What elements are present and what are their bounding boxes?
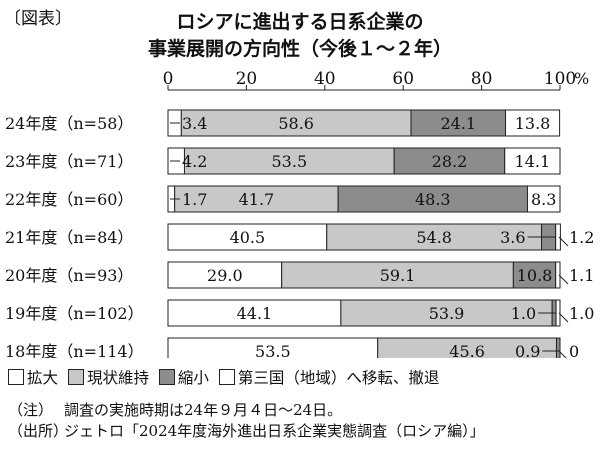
label-withdraw: 13.8 — [515, 114, 551, 133]
label-expand: 4.2 — [182, 152, 207, 171]
source-row: （出所） ジェトロ「2024年度海外進出日系企業実態調査（ロシア編）」 — [8, 421, 584, 442]
label-withdraw: 1.2 — [569, 228, 594, 247]
x-tick-label: 0 — [163, 69, 174, 89]
label-expand: 53.5 — [255, 342, 291, 358]
figure-label: 〔図表〕 — [4, 9, 72, 29]
bar-segment-reduce — [555, 337, 561, 358]
label-maintain: 53.9 — [429, 304, 465, 323]
bar-segment-maintain — [174, 185, 339, 213]
label-maintain: 53.5 — [272, 152, 308, 171]
note-tag: （注） — [8, 401, 54, 419]
legend-item-reduce: 縮小 — [158, 366, 209, 388]
legend-swatch-reduce — [158, 369, 175, 385]
source-tag: （出所） — [8, 422, 69, 440]
note-text: 調査の実施時期は24年９月４日～24日。 — [64, 401, 343, 419]
category-label: 20年度（n=93） — [5, 266, 133, 285]
leader-line — [558, 312, 569, 323]
legend-swatch-expand — [8, 369, 24, 385]
legend-swatch-withdraw — [218, 369, 235, 385]
legend-label-maintain: 現状維持 — [86, 369, 149, 387]
bar-segment-maintain — [326, 223, 543, 251]
legend-swatch-maintain — [67, 369, 84, 385]
legend-label-expand: 拡大 — [27, 369, 59, 387]
bar-segment-withdraw — [504, 147, 561, 175]
legend-item-expand: 拡大 — [8, 366, 58, 388]
label-expand: 29.0 — [207, 266, 243, 285]
notes: （注） 調査の実施時期は24年９月４日～24日。 （出所） ジェトロ「2024年… — [8, 400, 584, 442]
stacked-bar-chart: 0 20 40 60 80 100% 24年度（n=58） 3.4 58.6 24.1 13.8 23… — [5, 69, 594, 358]
category-label: 21年度（n=84） — [5, 228, 133, 247]
x-tick-label: 20 — [236, 69, 258, 89]
chart-title-line-1: ロシアに進出する日系企業の — [176, 11, 424, 33]
label-expand: 1.7 — [182, 190, 207, 209]
bar-segment-maintain — [183, 147, 395, 175]
label-maintain: 58.6 — [278, 114, 314, 133]
label-withdraw: 1.1 — [569, 266, 594, 285]
legend-item-withdraw: 第三国（地域）へ移転、撤退 — [218, 366, 440, 388]
category-label: 19年度（n=102） — [5, 304, 144, 323]
label-maintain: 59.1 — [380, 266, 416, 285]
label-reduce: 24.1 — [440, 114, 476, 133]
label-maintain: 45.6 — [449, 342, 485, 358]
label-reduce: 3.6 — [500, 228, 525, 247]
x-tick-label: 40 — [314, 69, 336, 89]
x-tick-label: 80 — [471, 69, 493, 89]
legend: 拡大 現状維持 縮小 第三国（地域）へ移転、撤退 — [8, 366, 444, 388]
label-maintain: 54.8 — [416, 228, 452, 247]
legend-label-withdraw: 第三国（地域）へ移転、撤退 — [237, 369, 440, 387]
x-unit-label: % — [574, 69, 589, 88]
legend-label-reduce: 縮小 — [177, 369, 209, 387]
label-withdraw: 1.0 — [569, 304, 594, 323]
leader-line — [558, 274, 569, 285]
bar-segment-expand — [167, 299, 342, 327]
legend-item-maintain: 現状維持 — [67, 366, 149, 388]
bar-segment-withdraw — [505, 109, 561, 137]
chart-title-line-2: 事業展開の方向性（今後１～２年） — [147, 38, 452, 60]
label-reduce: 28.2 — [432, 152, 468, 171]
bar-segment-withdraw — [555, 261, 561, 289]
label-withdraw: 0 — [569, 342, 579, 358]
label-withdraw: 14.1 — [515, 152, 551, 171]
category-label: 24年度（n=58） — [5, 114, 133, 133]
bar-segment-reduce — [410, 109, 507, 137]
bar-segment-expand — [167, 223, 328, 251]
note-row: （注） 調査の実施時期は24年９月４日～24日。 — [8, 400, 584, 421]
label-maintain: 41.7 — [239, 190, 275, 209]
label-reduce: 0.9 — [515, 342, 540, 358]
bar-segment-expand — [167, 261, 283, 289]
category-label: 22年度（n=60） — [5, 190, 133, 209]
source-text: ジェトロ「2024年度海外進出日系企業実態調査（ロシア編）」 — [64, 422, 485, 440]
label-withdraw: 8.3 — [531, 190, 556, 209]
label-expand: 3.4 — [182, 114, 207, 133]
bar-segment-maintain — [281, 261, 514, 289]
label-reduce: 1.0 — [511, 304, 536, 323]
category-label: 23年度（n=71） — [5, 152, 133, 171]
leader-line — [558, 350, 567, 358]
bar-segment-reduce — [512, 261, 557, 289]
label-reduce: 10.8 — [517, 266, 553, 285]
label-expand: 44.1 — [237, 304, 273, 323]
bar-segment-withdraw — [526, 185, 561, 213]
x-tick-label: 60 — [392, 69, 414, 89]
label-reduce: 48.3 — [415, 190, 451, 209]
leader-line — [558, 236, 569, 247]
bar-segment-maintain — [180, 109, 412, 137]
bar-segment-maintain — [340, 299, 553, 327]
x-tick-label: 100 — [544, 69, 576, 89]
category-label: 18年度（n=114） — [5, 342, 144, 358]
label-expand: 40.5 — [230, 228, 266, 247]
